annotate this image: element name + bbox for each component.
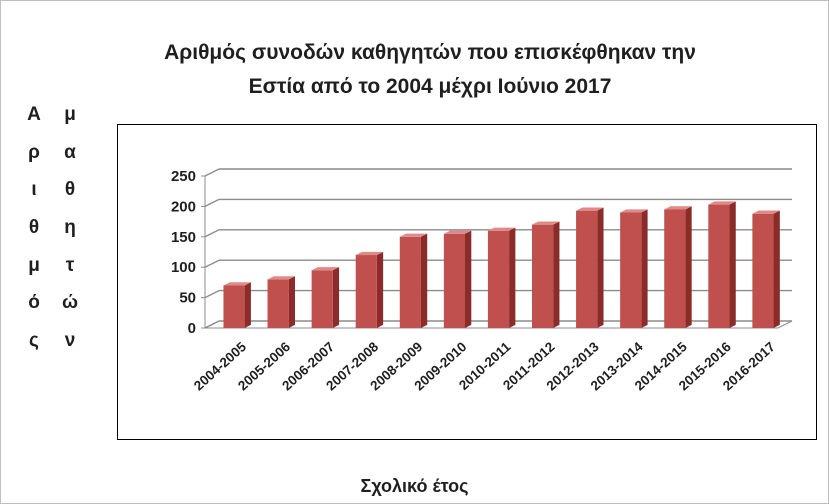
y-tick-label: 100 <box>171 259 196 276</box>
bar <box>399 236 421 328</box>
y-axis-title-char: η <box>64 217 76 239</box>
y-axis-title-char: θ <box>28 217 40 239</box>
y-axis-title-line-2: μ α θ η τ ώ ν <box>60 96 80 360</box>
gridline-side <box>204 320 220 329</box>
chart-title-line-1: Αριθμός συνοδών καθηγητών που επισκέφθηκ… <box>164 41 696 64</box>
bar-side <box>509 227 516 328</box>
y-axis-title-char: ς <box>29 330 39 352</box>
bar-top <box>531 221 560 225</box>
bar-top <box>708 201 736 205</box>
bar <box>443 233 466 328</box>
bar-top <box>223 282 251 286</box>
bar-side <box>420 233 428 328</box>
y-axis-title-char: α <box>64 141 76 163</box>
y-tick-label: 50 <box>179 290 196 307</box>
gridline-side <box>204 229 220 238</box>
bar <box>223 285 245 328</box>
y-axis-title-char: ι <box>31 179 37 201</box>
bar <box>355 255 377 328</box>
bar-top <box>267 276 295 280</box>
bar-top <box>576 207 604 211</box>
bar-side <box>244 282 251 328</box>
y-tick-label: 0 <box>188 320 196 337</box>
y-axis-title-char: μ <box>64 104 76 125</box>
y-axis-title-char: ρ <box>28 141 40 163</box>
y-axis-title-char: μ <box>28 254 40 276</box>
bar <box>487 230 510 328</box>
gridline-side <box>204 168 220 177</box>
gridline-side <box>204 259 220 268</box>
x-axis-title: Σχολικό έτος <box>360 476 469 496</box>
bar <box>531 224 554 328</box>
y-tick-label: 200 <box>171 198 196 215</box>
y-axis-title-line-1: Α ρ ι θ μ ό ς <box>24 96 44 360</box>
chart-title: Αριθμός συνοδών καθηγητών που επισκέφθηκ… <box>60 36 800 104</box>
bar-top <box>664 206 692 210</box>
bar-side <box>685 206 692 328</box>
bar-top <box>443 230 472 234</box>
bar-side <box>773 210 780 328</box>
y-axis-title-char: ό <box>28 292 40 314</box>
bar <box>664 209 686 328</box>
bar-side <box>376 251 384 328</box>
bar-top <box>752 210 780 214</box>
bar-side <box>332 267 340 328</box>
y-axis-title-char: ν <box>64 330 76 352</box>
gridline-side <box>204 289 220 299</box>
bar-side <box>641 209 648 328</box>
plot-area-border <box>117 124 817 440</box>
y-axis-title-char: Α <box>27 104 41 125</box>
bar-side <box>729 201 736 328</box>
bar-top <box>355 251 384 256</box>
bar-side <box>288 276 295 328</box>
y-axis-title-char: τ <box>65 254 75 276</box>
bar <box>620 212 642 328</box>
bar-top <box>487 227 516 231</box>
bar-side <box>597 207 604 328</box>
y-tick-label: 150 <box>171 229 196 246</box>
bar <box>708 204 730 328</box>
y-axis-title-char: θ <box>64 179 76 201</box>
bar-side <box>465 230 472 328</box>
bar <box>576 210 598 328</box>
bar <box>267 279 289 328</box>
y-tick-label: 250 <box>171 168 196 185</box>
chart-title-line-2: Εστία από το 2004 μέχρι Ιούνιο 2017 <box>248 75 612 98</box>
bar-top <box>620 209 648 213</box>
bar <box>311 270 333 328</box>
gridline-side <box>204 198 220 208</box>
bar-side <box>553 221 560 328</box>
bar <box>752 213 774 328</box>
bar-top <box>311 267 340 271</box>
bar-top <box>399 233 428 237</box>
y-axis-title-char: ώ <box>61 292 79 314</box>
